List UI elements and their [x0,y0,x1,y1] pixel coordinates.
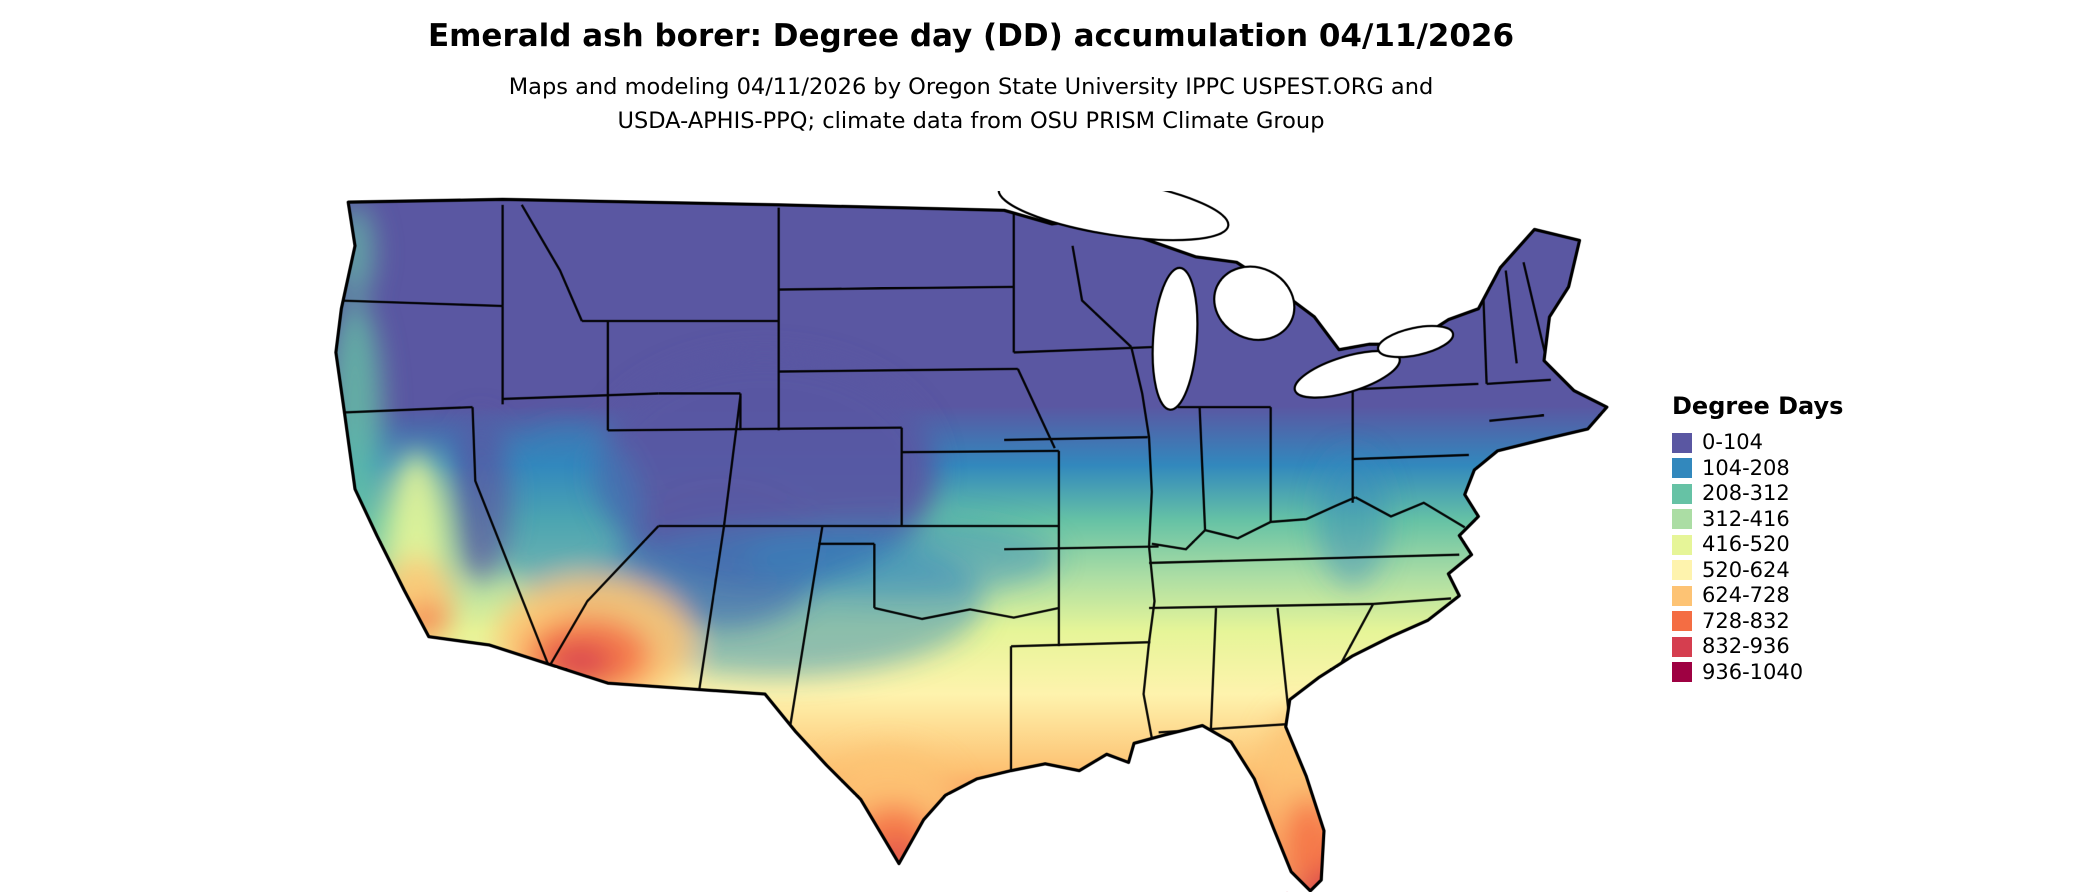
lake-ontario [1376,324,1455,359]
legend-swatch [1672,585,1692,606]
legend-swatch [1672,662,1692,683]
lake-superior [997,191,1230,242]
map-subtitle: Maps and modeling 04/11/2026 by Oregon S… [0,70,1942,138]
legend-swatch [1672,560,1692,581]
legend: Degree Days 0-104 104-208 208-312 312-416 41… [1672,392,1843,685]
header: Emerald ash borer: Degree day (DD) accum… [0,18,1942,138]
legend-swatch [1672,432,1692,453]
legend-swatch [1672,534,1692,555]
legend-label: 0-104 [1702,430,1764,455]
legend-item: 104-208 [1672,456,1843,482]
state-borders [338,204,1551,777]
legend-item: 0-104 [1672,430,1843,456]
legend-label: 624-728 [1702,583,1790,608]
lake-michigan [1151,266,1199,411]
legend-label: 832-936 [1702,634,1790,659]
map-title: Emerald ash borer: Degree day (DD) accum… [427,18,1515,54]
us-map-svg [334,191,1609,892]
degree-day-raster [335,199,1607,891]
legend-title: Degree Days [1672,392,1844,420]
legend-label: 416-520 [1702,532,1790,557]
legend-label: 936-1040 [1702,659,1804,684]
legend-label: 208-312 [1702,481,1790,506]
legend-swatch [1672,509,1692,530]
legend-swatch [1672,483,1692,504]
regional-anomalies [335,204,1389,891]
lake-erie [1293,349,1401,399]
map-subtitle-line1: Maps and modeling 04/11/2026 by Oregon S… [508,74,1434,100]
legend-swatch [1672,636,1692,657]
legend-label: 728-832 [1702,608,1790,633]
legend-item: 936-1040 [1672,660,1843,686]
us-degree-day-map [314,191,1626,892]
legend-item: 416-520 [1672,532,1843,558]
legend-swatch [1672,611,1692,632]
lake-huron [1213,265,1296,341]
legend-items: 0-104 104-208 208-312 312-416 416-520 520-624… [1672,430,1843,685]
legend-label: 312-416 [1702,506,1790,531]
legend-item: 624-728 [1672,583,1843,609]
map-subtitle-line2: USDA-APHIS-PPQ; climate data from OSU PR… [617,108,1325,134]
legend-swatch [1672,458,1692,479]
legend-item: 312-416 [1672,507,1843,533]
legend-label: 520-624 [1702,557,1790,582]
legend-item: 520-624 [1672,558,1843,584]
great-lakes [997,191,1455,411]
legend-item: 728-832 [1672,609,1843,635]
legend-item: 208-312 [1672,481,1843,507]
legend-item: 832-936 [1672,634,1843,660]
legend-label: 104-208 [1702,455,1790,480]
